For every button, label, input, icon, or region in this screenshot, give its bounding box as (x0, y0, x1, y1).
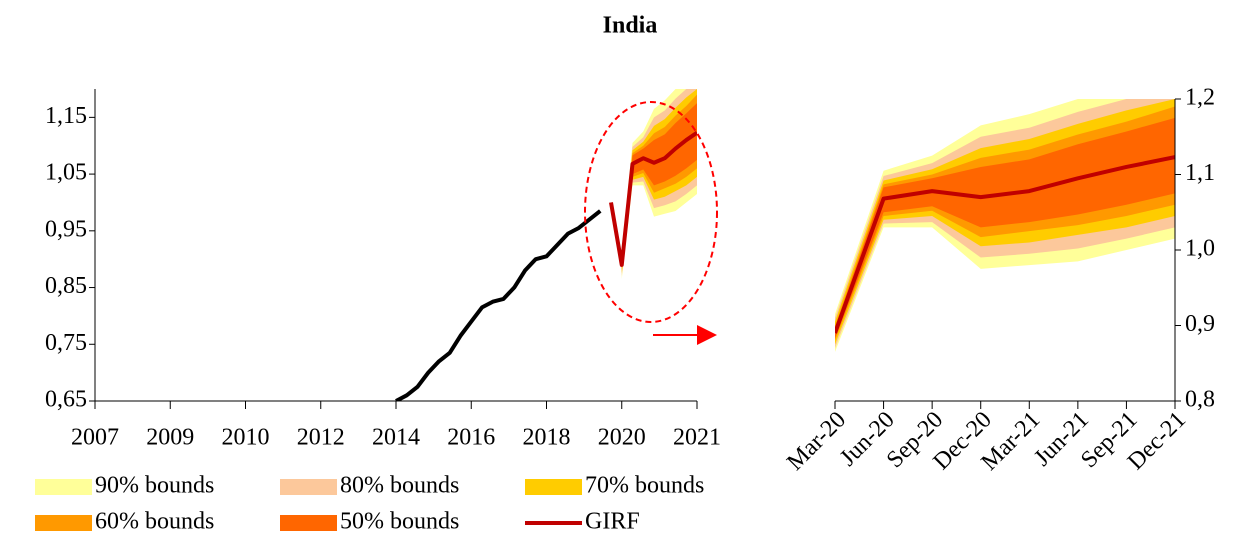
line (609, 131, 697, 267)
legend-label: 50% bounds (340, 509, 459, 535)
x-tick-label: 2020 (598, 425, 646, 451)
y-tick-label: 1,1 (1185, 160, 1215, 186)
x-tick-label: 2018 (523, 425, 571, 451)
legend-swatch (35, 479, 92, 495)
x-tick-label: 2007 (71, 425, 119, 451)
legend-label: 70% bounds (585, 473, 704, 499)
y-tick-label: 1,05 (45, 160, 87, 186)
y-tick-label: 1,2 (1185, 85, 1215, 111)
x-tick-label: 2009 (146, 425, 194, 451)
y-tick-label: 1,0 (1185, 236, 1215, 262)
line (395, 209, 602, 401)
line (835, 155, 1175, 334)
y-tick-label: 0,65 (45, 387, 87, 413)
right-plot (835, 99, 1175, 352)
fan-band (835, 117, 1175, 339)
y-tick-label: 0,75 (45, 330, 87, 356)
x-tick-label: 2016 (447, 425, 495, 451)
legend-swatch (525, 479, 582, 495)
x-tick-label: 2014 (372, 425, 420, 451)
y-tick-label: 0,95 (45, 216, 87, 242)
y-tick-label: 0,85 (45, 273, 87, 299)
legend-swatch (35, 515, 92, 531)
legend-swatch (280, 515, 337, 531)
x-tick-label: 2021 (673, 425, 721, 451)
chart-title: India (603, 13, 658, 39)
x-tick-label: 2012 (297, 425, 345, 451)
y-tick-label: 0,9 (1185, 311, 1215, 337)
left-plot (395, 89, 697, 401)
legend-label: 80% bounds (340, 473, 459, 499)
legend-label: 60% bounds (95, 509, 214, 535)
x-tick-label: Mar-20 (782, 407, 851, 476)
x-tick-label: 2010 (222, 425, 270, 451)
legend-label: GIRF (585, 509, 640, 535)
y-tick-label: 1,15 (45, 103, 87, 129)
highlight-ellipse (584, 101, 718, 323)
legend-swatch (280, 479, 337, 495)
legend-label: 90% bounds (95, 473, 214, 499)
y-tick-label: 0,8 (1185, 387, 1215, 413)
